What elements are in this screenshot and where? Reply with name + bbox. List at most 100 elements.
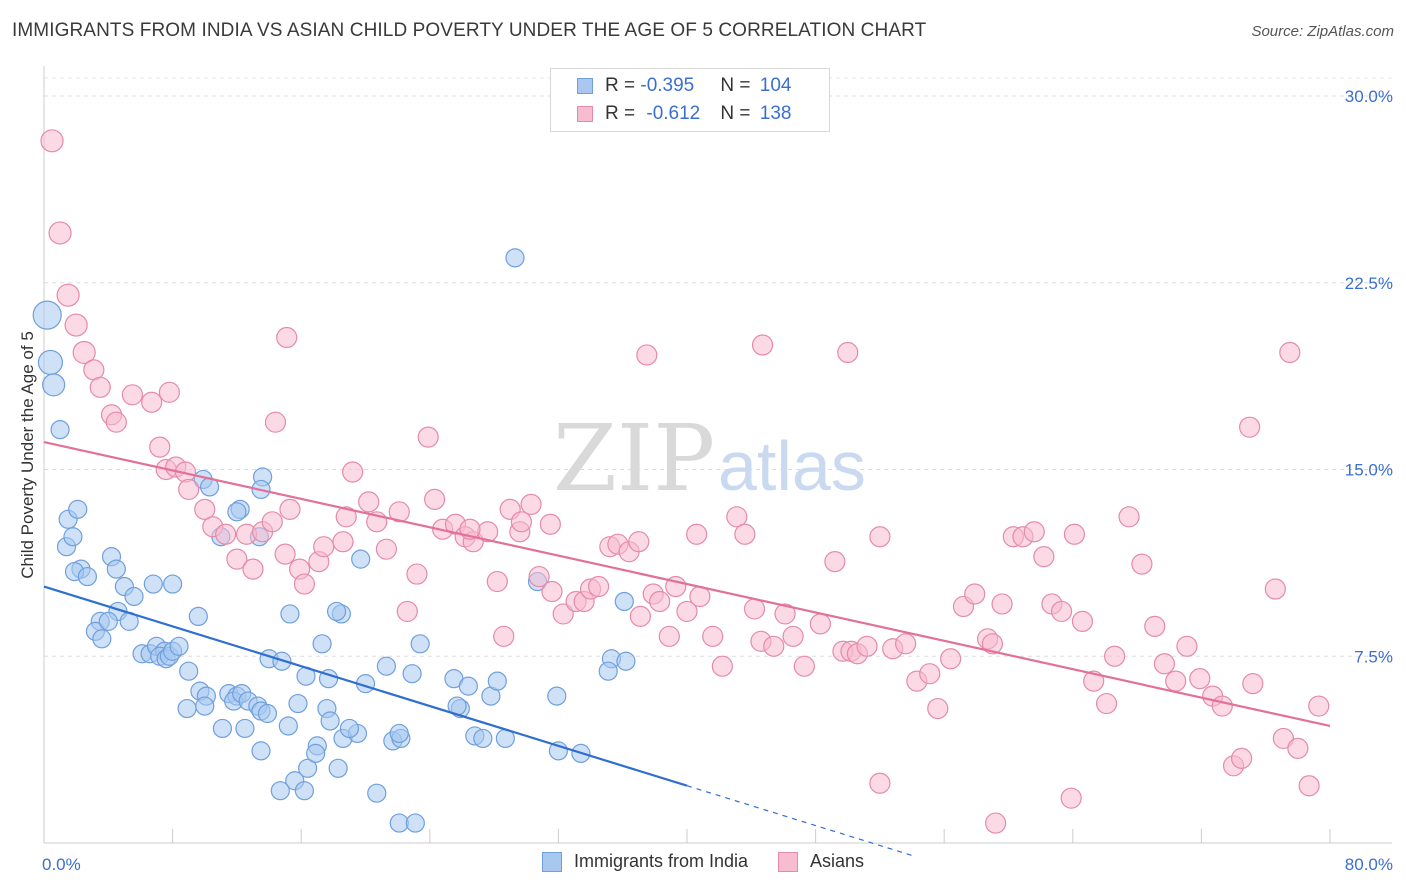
data-point <box>270 781 290 801</box>
series-legend: Immigrants from India Asians <box>0 851 1406 872</box>
y-tick-label: 22.5% <box>1345 274 1393 293</box>
data-point <box>257 703 278 724</box>
data-point <box>940 648 962 670</box>
data-point <box>121 384 144 406</box>
data-point <box>629 605 651 628</box>
data-point <box>528 565 550 588</box>
data-point <box>734 523 756 545</box>
data-point <box>149 436 171 458</box>
watermark-zip: ZIP <box>553 405 715 512</box>
data-point <box>1033 546 1055 568</box>
data-point <box>751 334 774 356</box>
data-point <box>405 813 425 833</box>
data-point <box>726 506 748 528</box>
data-point <box>105 411 127 433</box>
legend-r-value: -0.612 <box>646 103 701 124</box>
source-credit: Source: ZipAtlas.com <box>1251 23 1394 40</box>
data-point <box>279 498 301 520</box>
series-label-india: Immigrants from India <box>573 851 749 871</box>
data-point <box>510 511 533 533</box>
y-tick-label: 7.5% <box>1354 647 1393 666</box>
x-tick-label: 0.0% <box>42 855 81 874</box>
legend-r-label: R = <box>605 75 641 96</box>
data-point <box>376 656 396 676</box>
data-point <box>242 558 264 580</box>
series-legend-item-asians[interactable]: Asians <box>778 851 864 872</box>
data-point <box>312 634 332 654</box>
data-point <box>1023 521 1045 543</box>
data-point <box>320 711 340 731</box>
data-point <box>37 349 64 376</box>
y-tick-label: 15.0% <box>1345 461 1393 480</box>
data-point <box>251 741 271 761</box>
correlation-legend: R = -0.395 N = 104 R = -0.612 N = 138 <box>550 68 830 132</box>
series-swatch-asians <box>778 851 799 872</box>
data-point <box>358 491 380 513</box>
legend-n-label: N = <box>720 75 756 96</box>
data-point <box>402 664 422 684</box>
trend-line <box>43 441 1331 728</box>
data-point <box>782 625 804 647</box>
data-point <box>42 373 66 397</box>
data-point <box>56 283 80 307</box>
data-point <box>763 635 785 657</box>
data-point <box>541 580 563 603</box>
data-point <box>351 549 371 569</box>
data-point <box>332 531 354 553</box>
tick-labels: 7.5% 15.0% 22.5% 30.0% 0.0% 80.0% <box>42 87 1393 874</box>
legend-row-asians: R = -0.612 N = 138 <box>577 103 791 125</box>
data-point <box>178 478 200 501</box>
data-point <box>1050 600 1073 623</box>
data-point <box>614 591 634 612</box>
data-point <box>895 633 917 655</box>
data-point <box>313 536 335 558</box>
data-point <box>143 574 163 594</box>
data-point <box>539 513 561 535</box>
trend-line-extension <box>686 785 913 857</box>
data-point <box>226 548 248 570</box>
legend-r-value: -0.395 <box>640 75 695 96</box>
data-point <box>1095 692 1118 715</box>
data-point <box>294 781 315 801</box>
data-point <box>1189 668 1211 690</box>
data-point <box>587 575 610 598</box>
data-point <box>298 758 318 778</box>
data-point <box>1230 747 1253 769</box>
data-point <box>77 566 98 587</box>
data-point <box>335 506 357 528</box>
legend-swatch-asians <box>577 106 593 122</box>
data-point <box>711 655 733 677</box>
data-point <box>89 376 111 398</box>
chart-title: IMMIGRANTS FROM INDIA VS ASIAN CHILD POV… <box>12 20 927 41</box>
data-point <box>417 426 439 448</box>
series-india <box>32 248 636 833</box>
data-point <box>473 728 493 749</box>
data-point <box>1298 775 1320 797</box>
series-legend-item-india[interactable]: Immigrants from India <box>541 851 749 872</box>
data-point <box>1083 670 1105 692</box>
data-point <box>547 686 567 706</box>
data-point <box>520 493 542 515</box>
data-point <box>278 716 298 736</box>
data-point <box>1287 737 1309 759</box>
data-point <box>396 600 418 623</box>
data-points <box>32 129 1330 834</box>
data-point <box>1264 578 1286 600</box>
data-point <box>1279 341 1301 364</box>
legend-swatch-india <box>577 78 593 94</box>
data-point <box>163 574 183 594</box>
data-point <box>869 772 891 794</box>
data-point <box>410 634 430 654</box>
data-point <box>793 655 815 677</box>
series-asians <box>40 129 1330 834</box>
data-point <box>72 340 96 365</box>
data-point <box>1144 615 1166 637</box>
data-point <box>389 723 409 744</box>
data-point <box>598 661 618 681</box>
data-point <box>40 129 64 153</box>
data-point <box>306 743 326 763</box>
legend-row-india: R = -0.395 N = 104 <box>577 75 791 97</box>
data-point <box>32 300 62 330</box>
data-point <box>188 606 208 627</box>
data-point <box>981 633 1004 655</box>
